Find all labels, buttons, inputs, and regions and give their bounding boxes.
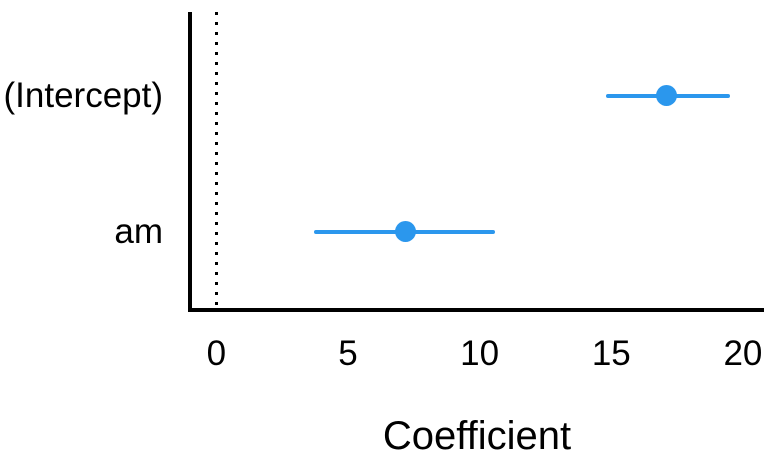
y-axis-line xyxy=(188,12,192,312)
x-tick-label: 15 xyxy=(591,334,631,373)
x-tick-label: 0 xyxy=(206,334,227,373)
x-tick-label: 20 xyxy=(723,334,763,373)
x-axis-title: Coefficient xyxy=(382,414,572,458)
x-tick-label: 5 xyxy=(338,334,358,373)
point-estimate-dot xyxy=(656,85,678,107)
point-estimate-dot xyxy=(395,221,417,243)
zero-reference-line xyxy=(214,12,218,308)
x-tick-label: 10 xyxy=(460,334,500,373)
category-label: am xyxy=(114,211,163,251)
x-axis-line xyxy=(188,308,764,312)
category-label: (Intercept) xyxy=(3,75,164,115)
